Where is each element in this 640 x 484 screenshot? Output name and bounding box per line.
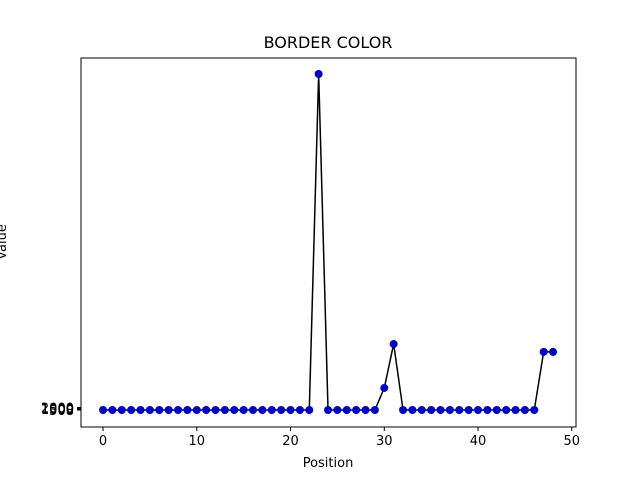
point [474, 405, 483, 414]
point [408, 405, 417, 414]
point [549, 347, 558, 356]
y-tick-label: 1500 [41, 402, 74, 417]
point [211, 405, 220, 414]
point [342, 405, 351, 414]
point [333, 405, 342, 414]
y-tick-label: 2000 [41, 401, 74, 416]
point [155, 405, 164, 414]
point [99, 405, 108, 414]
point [267, 405, 276, 414]
point [417, 405, 426, 414]
point [324, 405, 333, 414]
point [183, 405, 192, 414]
x-tick-label: 20 [282, 434, 299, 449]
plot-frame [80, 57, 577, 428]
x-tick-label: 0 [99, 434, 107, 449]
point [464, 405, 473, 414]
point [108, 405, 117, 414]
point [117, 405, 126, 414]
point [389, 339, 398, 348]
point [249, 405, 258, 414]
y-axis-label: Value [0, 224, 10, 260]
x-axis-label: Position [303, 456, 354, 471]
point [436, 405, 445, 414]
x-tick-label: 40 [470, 434, 487, 449]
point [277, 405, 286, 414]
y-tick-label: 508 [49, 404, 74, 419]
point [511, 405, 520, 414]
point [361, 405, 370, 414]
x-tick-label: 50 [564, 434, 581, 449]
point [455, 405, 464, 414]
point [145, 405, 154, 414]
chart-title: BORDER COLOR [264, 33, 393, 52]
point [239, 405, 248, 414]
point [220, 405, 229, 414]
point [127, 405, 136, 414]
point [314, 70, 323, 79]
point [164, 405, 173, 414]
point [258, 405, 267, 414]
point [539, 347, 548, 356]
point [192, 405, 201, 414]
point [202, 405, 211, 414]
x-tick-label: 30 [376, 434, 393, 449]
point [502, 405, 511, 414]
point [445, 405, 454, 414]
point [230, 405, 239, 414]
point [492, 405, 501, 414]
x-tick-label: 10 [189, 434, 206, 449]
point [286, 405, 295, 414]
point [370, 405, 379, 414]
point [174, 405, 183, 414]
point [427, 405, 436, 414]
point [305, 405, 314, 414]
y-tick-label: 1000 [41, 403, 74, 418]
point [483, 405, 492, 414]
point [399, 405, 408, 414]
point [380, 383, 389, 392]
point [295, 405, 304, 414]
point [136, 405, 145, 414]
point [352, 405, 361, 414]
point [530, 405, 539, 414]
point [520, 405, 529, 414]
